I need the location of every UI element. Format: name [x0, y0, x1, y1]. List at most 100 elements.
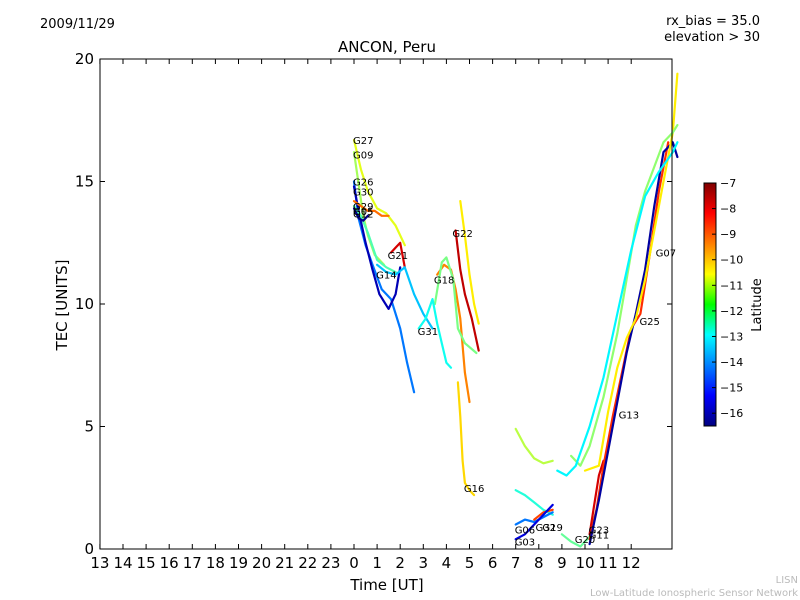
colorbar-tick-label: −12	[720, 305, 743, 318]
series-g13	[588, 141, 679, 546]
sat-label-g11: G11	[589, 530, 609, 541]
x-tick-label: 9	[557, 554, 567, 572]
y-axis: 0 5 10 15 20	[75, 50, 672, 558]
sat-label-g05: G05	[353, 207, 373, 218]
series-g18	[436, 263, 471, 404]
colorbar-ticks: −7 −8 −9 −10 −11 −12 −13 −14 −15 −16	[712, 177, 743, 420]
x-tick-label: 7	[511, 554, 521, 572]
y-tick-label: 5	[84, 418, 94, 436]
series-g29	[352, 200, 390, 217]
series-g31	[417, 298, 453, 369]
colorbar-tick-label: −7	[720, 177, 736, 190]
series-g16	[456, 381, 476, 497]
y-axis-label: TEC [UNITS]	[53, 260, 71, 352]
series-g06b	[514, 511, 554, 526]
series-g05	[352, 204, 397, 274]
x-tick-label: 15	[137, 554, 156, 572]
x-tick-label: 20	[252, 554, 271, 572]
x-tick-label: 6	[488, 554, 498, 572]
sat-label-g12: G12	[353, 209, 373, 220]
x-tick-label: 10	[575, 554, 594, 572]
colorbar-label: Latitude	[750, 278, 765, 332]
series-g03	[514, 503, 554, 541]
org-short: LISN	[775, 575, 798, 586]
colorbar-tick-label: −9	[720, 228, 736, 241]
colorbar-tick-label: −8	[720, 203, 736, 216]
sat-label-g19: G19	[542, 523, 562, 534]
sat-label-g25: G25	[639, 317, 659, 328]
series-g14	[376, 263, 434, 330]
x-tick-label: 8	[534, 554, 544, 572]
sat-label-g06: G06	[515, 525, 535, 536]
sat-label-g18: G18	[434, 276, 454, 287]
y-tick-label: 0	[84, 540, 94, 558]
sat-label-g31: G31	[418, 327, 438, 338]
x-tick-label: 16	[160, 554, 179, 572]
series-g30	[352, 185, 402, 310]
colorbar-tick-label: −14	[720, 356, 743, 369]
series-g26	[352, 180, 416, 394]
sat-label-g29: G29	[353, 202, 373, 213]
series-g19	[514, 427, 554, 465]
elevation-label: elevation > 30	[664, 30, 760, 45]
x-tick-label: 23	[321, 554, 340, 572]
colorbar-tick-label: −10	[720, 254, 743, 267]
x-tick-label: 0	[349, 554, 359, 572]
colorbar-tick-label: −13	[720, 330, 743, 343]
y-tick-label: 15	[75, 173, 94, 191]
sat-label-g20: G20	[575, 535, 595, 546]
colorbar-tick-label: −11	[720, 279, 743, 292]
date-label: 2009/11/29	[40, 17, 115, 32]
sat-label-g09: G09	[353, 151, 373, 162]
series-layer	[352, 72, 679, 548]
x-tick-label: 2	[395, 554, 405, 572]
sat-label-g21: G21	[388, 251, 408, 262]
x-tick-label: 4	[442, 554, 452, 572]
x-tick-label: 1	[372, 554, 382, 572]
rx-bias-label: rx_bias = 35.0	[666, 14, 760, 29]
x-tick-label: 18	[206, 554, 225, 572]
rx-bias-info: rx_bias = 35.0 elevation > 30	[664, 14, 760, 46]
x-tick-label: 3	[419, 554, 429, 572]
y-tick-label: 10	[75, 295, 94, 313]
sat-label-g32: G32	[535, 523, 555, 534]
series-g07b	[556, 141, 679, 477]
x-tick-label: 5	[465, 554, 475, 572]
sat-label-g26: G26	[353, 178, 373, 189]
series-g25	[583, 72, 679, 472]
x-tick-label: 19	[229, 554, 248, 572]
x-tick-label: 17	[183, 554, 202, 572]
colorbar-tick-label: −15	[720, 382, 743, 395]
sat-label-g13: G13	[619, 410, 639, 421]
sat-label-g22: G22	[452, 229, 472, 240]
credit-block: LISN Low-Latitude Ionospheric Sensor Net…	[590, 574, 798, 600]
y-tick-label: 20	[75, 50, 94, 68]
x-tick-label: 13	[90, 554, 109, 572]
x-tick-label: 12	[622, 554, 641, 572]
sat-label-g16: G16	[464, 484, 484, 495]
colorbar-tick-label: −16	[720, 407, 743, 420]
series-g23	[588, 459, 605, 536]
series-g18b	[433, 256, 478, 355]
x-tick-label: 22	[298, 554, 317, 572]
series-g22	[454, 229, 480, 352]
series-g32	[533, 508, 554, 521]
x-tick-label: 11	[599, 554, 618, 572]
sat-label-g23: G23	[589, 525, 609, 536]
series-g12	[352, 207, 369, 222]
chart-title: ANCON, Peru	[338, 38, 436, 56]
sat-label-g03: G03	[515, 538, 535, 549]
latitude-colorbar: −7 −8 −9 −10 −11 −12 −13 −14 −15 −16 Latitude	[703, 177, 765, 427]
x-axis-label: Time [UT]	[349, 576, 423, 594]
x-axis: 13 14 15 16 17 18 19 20 21 22 23 0 1 2 3 4 5 6 7 8 9 10 11 12	[90, 59, 641, 572]
series-g21	[389, 241, 406, 269]
series-g27	[352, 138, 406, 247]
x-tick-label: 14	[113, 554, 132, 572]
series-g22b	[459, 200, 480, 325]
sat-label-g30: G30	[353, 187, 373, 198]
x-tick-label: 21	[275, 554, 294, 572]
sat-label-g07: G07	[656, 249, 676, 260]
sat-label-g27: G27	[353, 136, 373, 147]
